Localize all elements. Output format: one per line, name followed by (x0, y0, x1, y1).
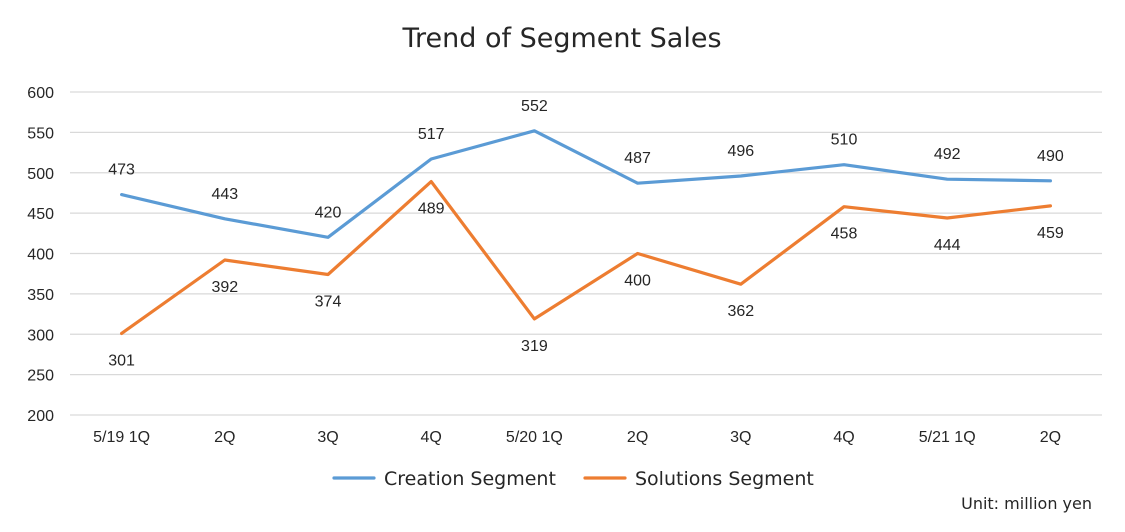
data-label: 490 (1037, 148, 1064, 165)
chart-title: Trend of Segment Sales (401, 23, 721, 54)
x-tick-label: 5/21 1Q (919, 429, 976, 446)
y-tick-label: 550 (27, 125, 54, 142)
data-label: 459 (1037, 225, 1064, 242)
y-axis-tick-labels: 200 250 300 350 400 450 500 550 600 (27, 85, 54, 425)
data-label: 473 (108, 162, 135, 179)
data-label: 443 (211, 186, 238, 203)
legend-label-2: Solutions Segment (635, 468, 814, 490)
y-tick-label: 500 (27, 166, 54, 183)
x-tick-label: 5/20 1Q (506, 429, 563, 446)
data-label: 492 (934, 146, 961, 163)
data-label: 487 (624, 150, 651, 167)
data-label: 301 (108, 352, 135, 369)
x-tick-label: 4Q (833, 429, 854, 446)
y-tick-label: 450 (27, 206, 54, 223)
y-tick-label: 200 (27, 408, 54, 425)
data-label: 420 (315, 204, 342, 221)
x-axis-tick-labels: 5/19 1Q 2Q 3Q 4Q 5/20 1Q 2Q 3Q 4Q 5/21 1Q 2Q (93, 429, 1061, 446)
data-label: 458 (831, 226, 858, 243)
gridlines (70, 91, 1102, 416)
series-line-2 (119, 180, 1053, 335)
data-label: 392 (211, 279, 238, 296)
x-tick-label: 5/19 1Q (93, 429, 150, 446)
y-tick-label: 600 (27, 85, 54, 102)
x-tick-label: 2Q (214, 429, 235, 446)
x-tick-label: 2Q (627, 429, 648, 446)
y-tick-label: 300 (27, 327, 54, 344)
x-tick-label: 3Q (730, 429, 751, 446)
legend-label-1: Creation Segment (384, 468, 556, 490)
data-label: 510 (831, 132, 858, 149)
data-label: 444 (934, 237, 961, 254)
data-label: 400 (624, 273, 651, 290)
data-label: 489 (418, 201, 445, 218)
data-label: 319 (521, 338, 548, 355)
legend: Creation Segment Solutions Segment (332, 468, 814, 490)
data-label: 517 (418, 126, 445, 143)
data-label: 374 (315, 293, 342, 310)
y-tick-label: 400 (27, 247, 54, 264)
series-line-1 (119, 129, 1053, 239)
unit-note: Unit: million yen (961, 494, 1092, 513)
data-label: 362 (727, 303, 754, 320)
x-tick-label: 3Q (317, 429, 338, 446)
y-tick-label: 250 (27, 368, 54, 385)
series-lines (119, 129, 1053, 335)
data-labels: 473 443 420 517 552 487 496 510 492 490 301 392 374 4… (108, 98, 1064, 370)
y-tick-label: 350 (27, 287, 54, 304)
x-tick-label: 4Q (421, 429, 442, 446)
x-tick-label: 2Q (1040, 429, 1061, 446)
data-label: 552 (521, 98, 548, 115)
data-label: 496 (727, 143, 754, 160)
